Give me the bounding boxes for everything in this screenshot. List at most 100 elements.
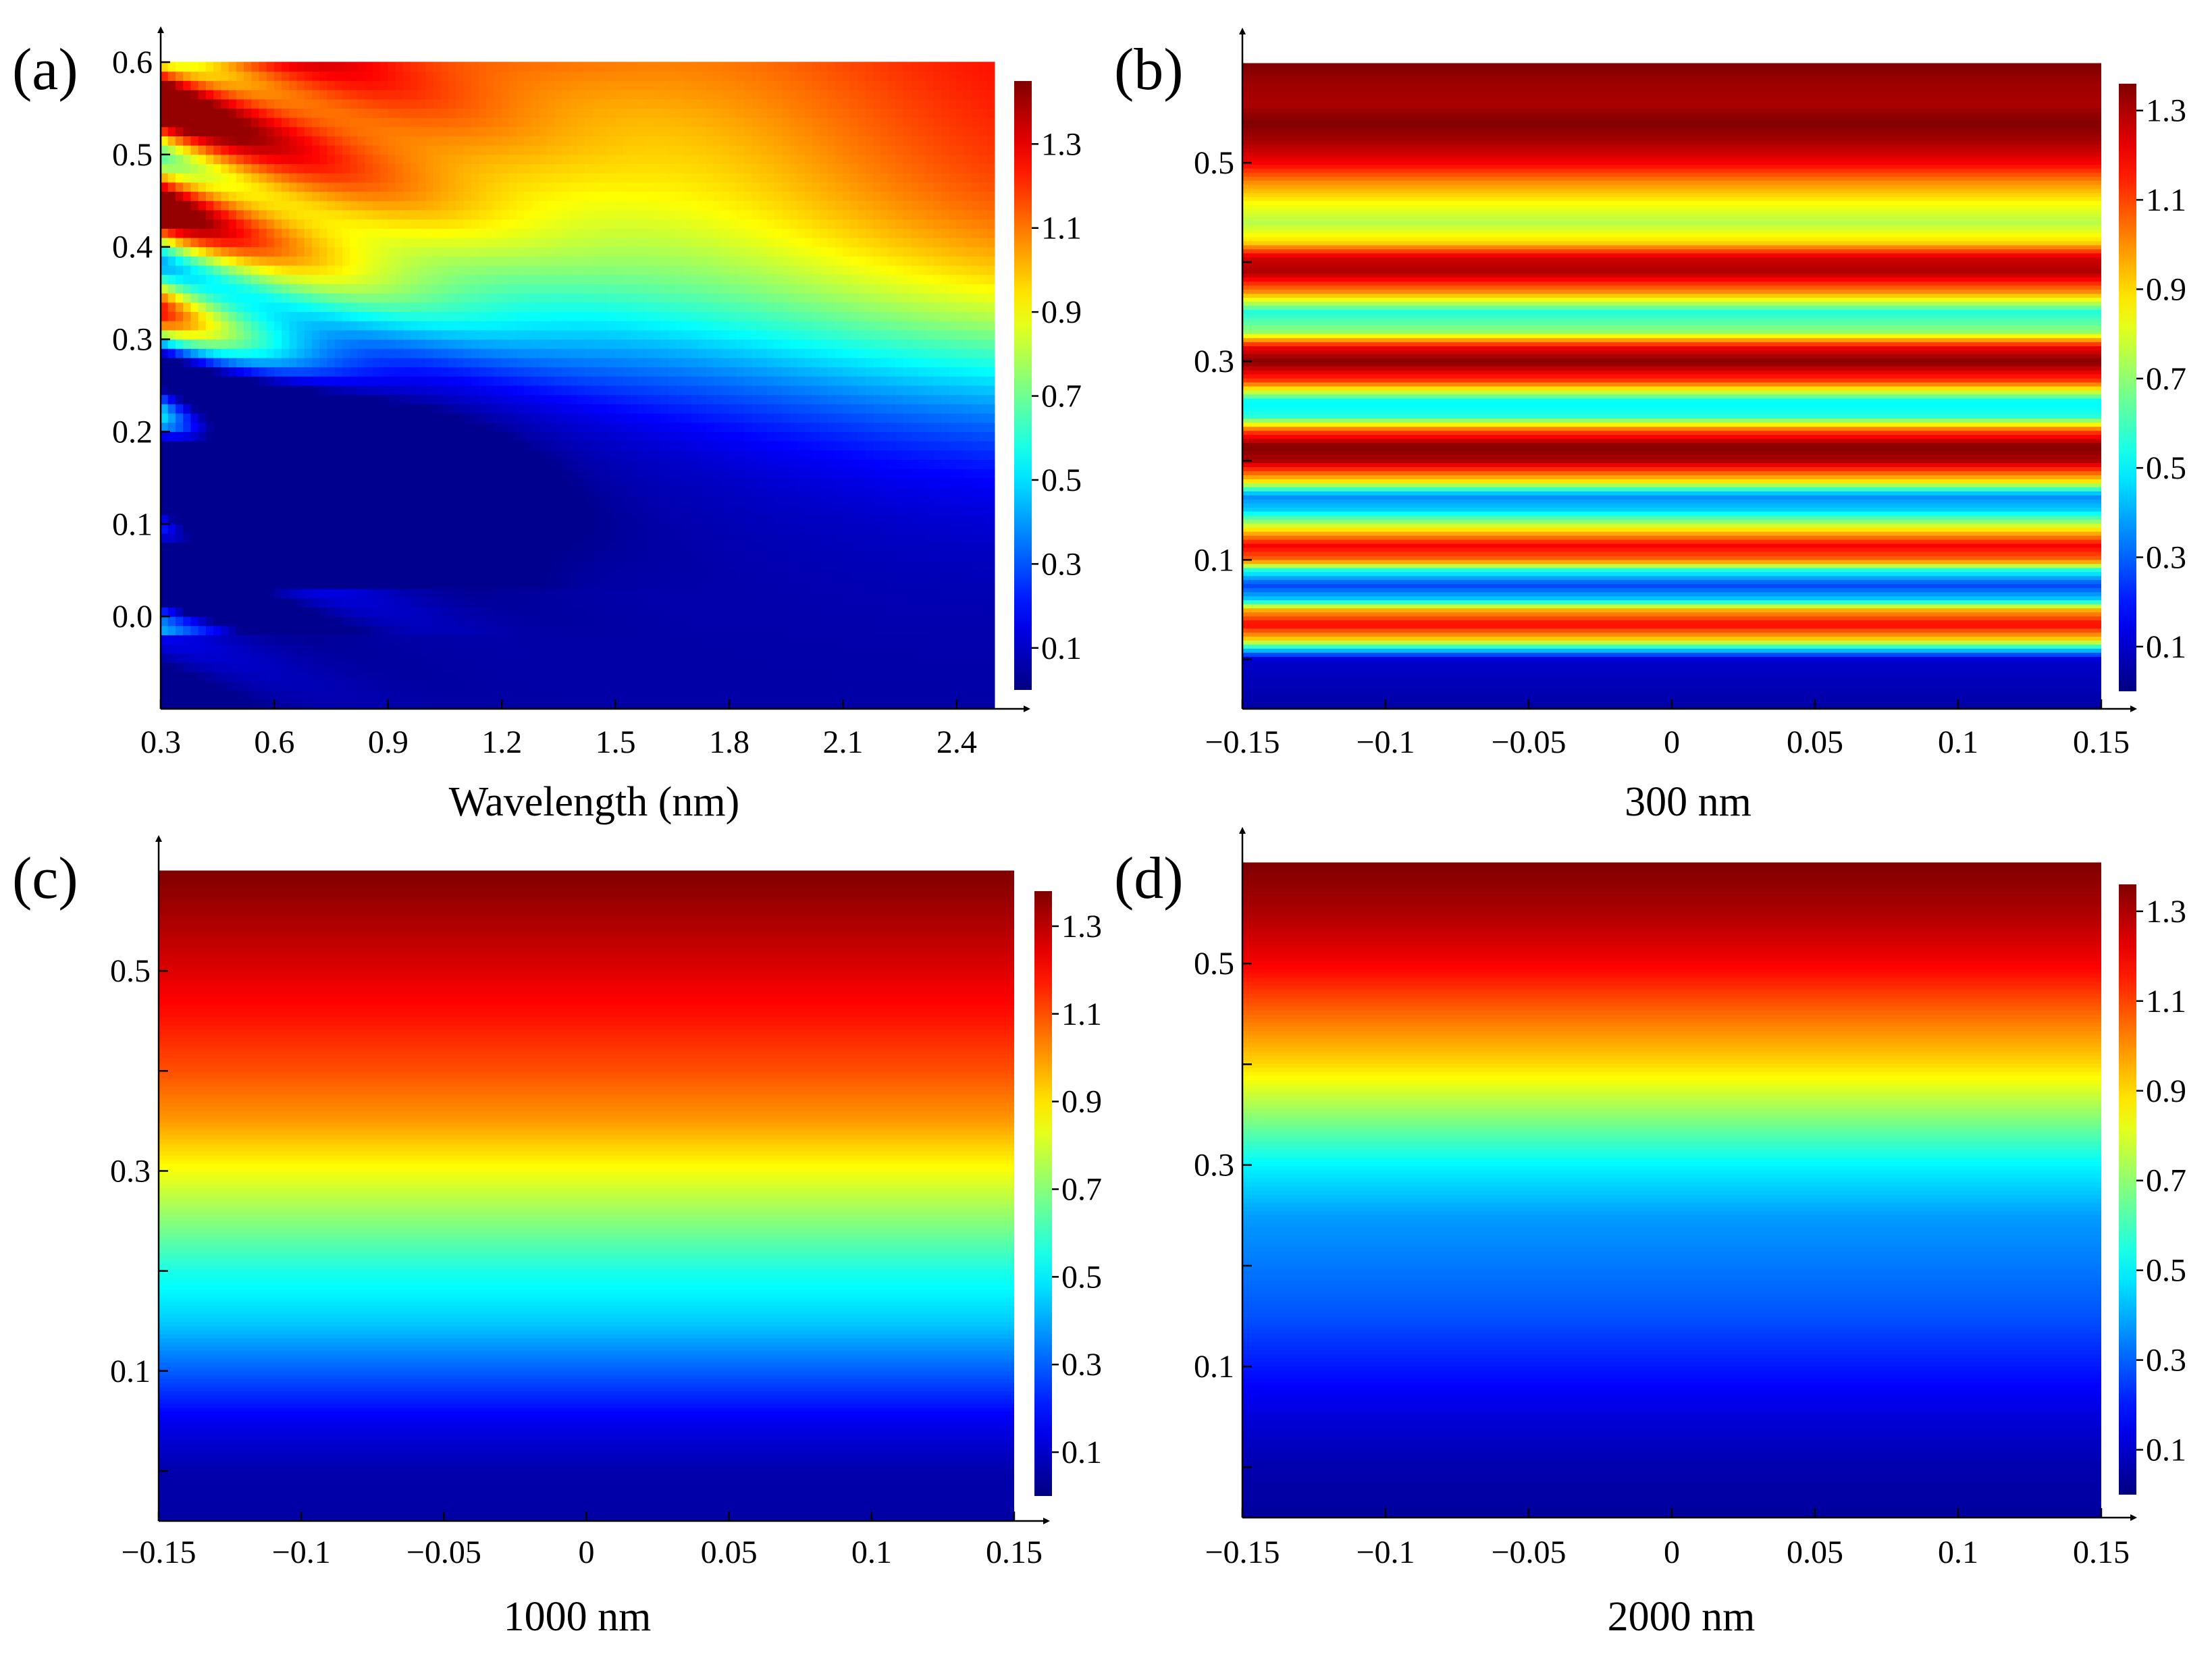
heatmap-cell [547,126,556,136]
heatmap-cell [456,680,465,691]
heatmap-cell [411,292,419,303]
heatmap-cell [683,107,692,118]
heatmap-cell [592,680,601,691]
heatmap-cell [167,172,176,183]
heatmap-cell [440,662,450,672]
heatmap-cell [167,191,176,201]
heatmap-cell [653,385,662,396]
heatmap-cell [569,635,578,645]
heatmap-cell [205,228,215,238]
heatmap-cell [554,597,563,608]
heatmap-cell [319,117,328,128]
heatmap-cell [668,487,677,497]
heatmap-cell [585,662,594,672]
heatmap-cell [479,283,488,294]
heatmap-cell [653,228,662,238]
heatmap-cell [259,625,267,636]
heatmap-cell [471,61,480,72]
heatmap-cell [456,570,465,580]
heatmap-cell [653,431,662,442]
heatmap-cell [175,348,184,358]
heatmap-cell [592,375,601,386]
heatmap-cell [615,699,624,710]
heatmap-cell [517,523,525,534]
heatmap-cell [198,680,207,691]
heatmap-cell [411,514,419,525]
heatmap-cell [273,172,283,183]
heatmap-cell [334,71,343,81]
heatmap-cell [289,551,298,562]
heatmap-cell [562,219,571,229]
heatmap-cell [425,588,434,599]
heatmap-cell [380,477,389,488]
heatmap-cell [244,514,253,525]
heatmap-cell [236,182,244,192]
heatmap-cell [547,450,556,460]
heatmap-cell [653,311,662,321]
heatmap-cell [190,542,199,552]
heatmap-cell [244,579,253,589]
heatmap-cell [167,348,176,358]
heatmap-cell [167,339,176,349]
heatmap-cell [190,699,199,710]
heatmap-cell [418,662,427,672]
heatmap-cell [471,348,480,358]
heatmap-cell [205,246,215,257]
heatmap-cell [289,588,298,599]
heatmap-cell [517,560,525,571]
heatmap-cell [539,431,548,442]
heatmap-cell [646,597,654,608]
heatmap-cell [388,385,396,396]
heatmap-cell [221,80,230,90]
heatmap-cell [259,246,267,257]
heatmap-cell [456,209,465,220]
heatmap-cell [517,403,525,414]
heatmap-cell [289,117,298,128]
heatmap-cell [683,542,692,552]
heatmap-cell [259,597,267,608]
heatmap-cell [251,126,260,136]
heatmap-cell [456,412,465,423]
heatmap-cell [190,89,199,100]
heatmap-cell [304,89,313,100]
heatmap-cell [213,394,222,404]
heatmap-cell [357,237,366,248]
heatmap-cell [646,560,654,571]
heatmap-cell [380,99,389,109]
heatmap-cell [259,135,267,146]
heatmap-cell [319,680,328,691]
heatmap-cell [425,560,434,571]
heatmap-cell [508,514,518,525]
heatmap-cell [539,560,548,571]
heatmap-cell [683,329,692,340]
heatmap-cell [296,533,305,543]
heatmap-cell [440,616,450,626]
heatmap-cell [675,680,685,691]
heatmap-cell [259,228,267,238]
heatmap-cell [175,496,184,506]
heatmap-cell [691,458,700,469]
heatmap-cell [365,219,373,229]
heatmap-cell [228,625,237,636]
heatmap-cell [380,246,389,257]
heatmap-cell [334,635,343,645]
heatmap-cell [539,394,548,404]
heatmap-cell [517,255,525,266]
heatmap-cell [296,144,305,155]
heatmap-cell [554,274,563,284]
heatmap-cell [668,311,677,321]
heatmap-cell [418,117,427,128]
heatmap-cell [524,339,533,349]
heatmap-cell [319,255,328,266]
heatmap-cell [456,126,465,136]
heatmap-cell [304,653,313,664]
heatmap-cell [592,163,601,173]
heatmap-cell [251,468,260,479]
heatmap-cell [562,440,571,451]
heatmap-cell [448,80,457,90]
heatmap-cell [312,163,321,173]
heatmap-cell [418,690,427,700]
heatmap-cell [342,606,351,617]
heatmap-cell [554,283,563,294]
heatmap-cell [592,643,601,654]
